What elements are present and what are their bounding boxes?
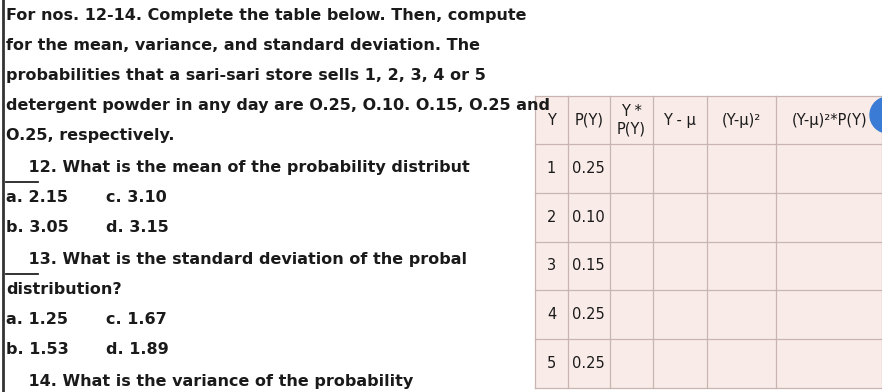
- Text: O.25, respectively.: O.25, respectively.: [6, 128, 175, 143]
- Text: Y *
P(Y): Y * P(Y): [617, 104, 646, 136]
- Text: c. 3.10: c. 3.10: [106, 190, 167, 205]
- Text: P(Y): P(Y): [574, 113, 603, 127]
- Text: 0.25: 0.25: [572, 356, 605, 371]
- Text: 5: 5: [547, 356, 557, 371]
- Text: probabilities that a sari-sari store sells 1, 2, 3, 4 or 5: probabilities that a sari-sari store sel…: [6, 68, 486, 83]
- Text: 3: 3: [547, 258, 556, 274]
- Text: b. 3.05: b. 3.05: [6, 220, 69, 235]
- Text: c. 1.67: c. 1.67: [106, 312, 167, 327]
- Text: 2: 2: [547, 210, 557, 225]
- Text: for the mean, variance, and standard deviation. The: for the mean, variance, and standard dev…: [6, 38, 480, 53]
- Text: distribution?: distribution?: [6, 282, 122, 297]
- Text: d. 1.89: d. 1.89: [106, 342, 168, 357]
- Text: 14. What is the variance of the probability: 14. What is the variance of the probabil…: [6, 374, 414, 389]
- Text: 13. What is the standard deviation of the probal: 13. What is the standard deviation of th…: [6, 252, 467, 267]
- Circle shape: [870, 97, 882, 133]
- Text: (Y-μ)²*P(Y): (Y-μ)²*P(Y): [791, 113, 867, 127]
- Text: Y: Y: [547, 113, 556, 127]
- Bar: [535, 96, 882, 388]
- Text: a. 1.25: a. 1.25: [6, 312, 68, 327]
- Text: Y - μ: Y - μ: [663, 113, 696, 127]
- Text: 0.25: 0.25: [572, 307, 605, 322]
- Text: d. 3.15: d. 3.15: [106, 220, 168, 235]
- Text: 4: 4: [547, 307, 557, 322]
- Text: 1: 1: [547, 161, 557, 176]
- Text: For nos. 12-14. Complete the table below. Then, compute: For nos. 12-14. Complete the table below…: [6, 8, 527, 23]
- Text: 0.25: 0.25: [572, 161, 605, 176]
- Text: 12. What is the mean of the probability distribut: 12. What is the mean of the probability …: [6, 160, 470, 175]
- Text: detergent powder in any day are O.25, O.10. O.15, O.25 and: detergent powder in any day are O.25, O.…: [6, 98, 550, 113]
- Text: 0.15: 0.15: [572, 258, 605, 274]
- Text: a. 2.15: a. 2.15: [6, 190, 68, 205]
- Text: 0.10: 0.10: [572, 210, 605, 225]
- Text: (Y-μ)²: (Y-μ)²: [721, 113, 761, 127]
- Text: b. 1.53: b. 1.53: [6, 342, 69, 357]
